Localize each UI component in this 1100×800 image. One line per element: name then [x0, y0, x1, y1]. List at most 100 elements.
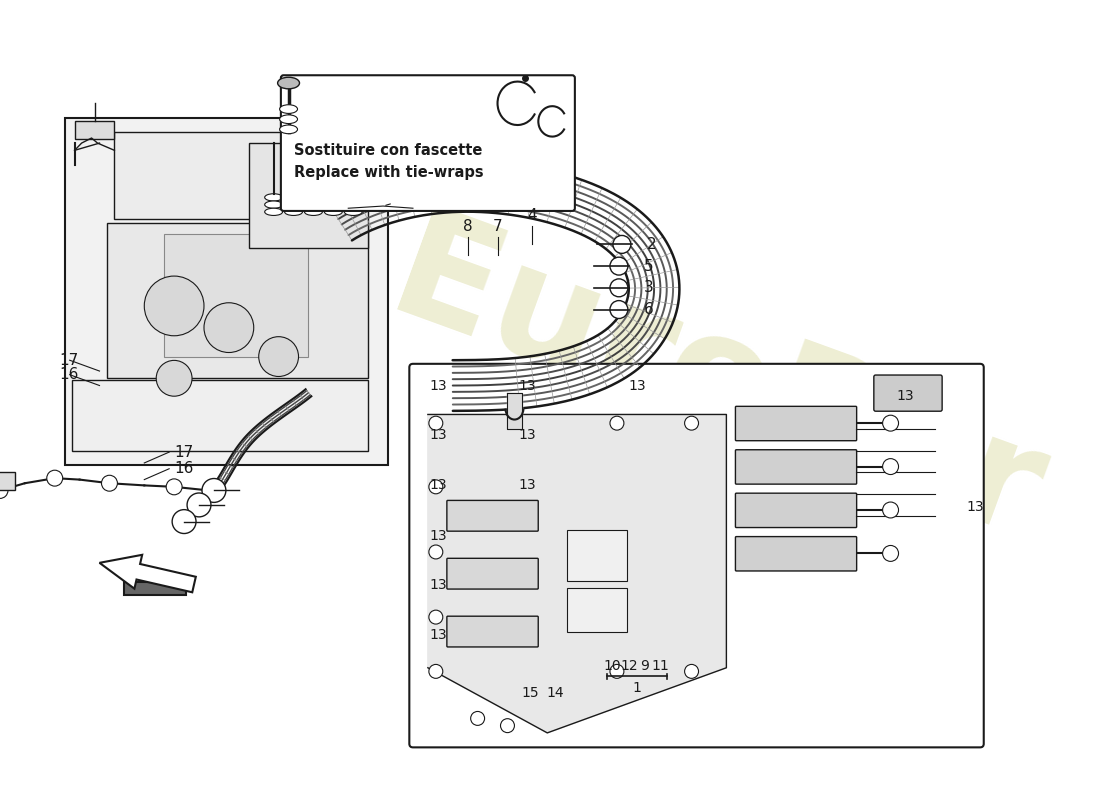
- Text: 5: 5: [644, 258, 653, 274]
- Text: a passion for parts since 1985: a passion for parts since 1985: [535, 501, 918, 662]
- Ellipse shape: [305, 201, 322, 208]
- Circle shape: [172, 510, 196, 534]
- Bar: [568, 588, 627, 631]
- Text: 13: 13: [429, 378, 447, 393]
- FancyBboxPatch shape: [873, 375, 942, 411]
- Circle shape: [429, 480, 443, 494]
- Bar: [0, 472, 15, 490]
- Circle shape: [202, 478, 226, 502]
- Text: tes: tes: [645, 371, 947, 602]
- FancyBboxPatch shape: [164, 234, 308, 357]
- FancyBboxPatch shape: [409, 364, 983, 747]
- Text: 13: 13: [628, 378, 646, 393]
- FancyBboxPatch shape: [736, 493, 857, 527]
- Circle shape: [204, 302, 254, 353]
- Circle shape: [613, 235, 631, 254]
- Circle shape: [166, 479, 183, 495]
- Circle shape: [610, 665, 624, 678]
- Circle shape: [610, 279, 628, 297]
- Circle shape: [610, 301, 628, 318]
- Circle shape: [258, 337, 298, 377]
- Ellipse shape: [344, 208, 362, 215]
- Text: 10: 10: [603, 659, 620, 674]
- Text: 14: 14: [547, 686, 564, 700]
- Circle shape: [684, 665, 699, 678]
- Ellipse shape: [265, 208, 283, 215]
- Circle shape: [882, 458, 899, 474]
- Circle shape: [144, 276, 204, 336]
- Circle shape: [882, 415, 899, 431]
- FancyBboxPatch shape: [736, 406, 857, 441]
- Text: 13: 13: [896, 390, 914, 403]
- Text: 13: 13: [518, 428, 536, 442]
- Circle shape: [882, 546, 899, 562]
- Text: 17: 17: [174, 445, 194, 460]
- Circle shape: [0, 482, 8, 498]
- Circle shape: [429, 665, 443, 678]
- Text: 13: 13: [966, 500, 984, 514]
- Text: 13: 13: [518, 378, 536, 393]
- Circle shape: [471, 711, 485, 726]
- FancyBboxPatch shape: [72, 380, 368, 450]
- Circle shape: [610, 257, 628, 275]
- Circle shape: [500, 718, 515, 733]
- Ellipse shape: [305, 194, 322, 201]
- Circle shape: [610, 416, 624, 430]
- FancyArrow shape: [99, 555, 196, 592]
- Circle shape: [684, 416, 699, 430]
- Text: 13: 13: [429, 578, 447, 591]
- Circle shape: [156, 360, 192, 396]
- Ellipse shape: [265, 201, 283, 208]
- Text: 13: 13: [429, 428, 447, 442]
- Ellipse shape: [329, 90, 349, 102]
- Ellipse shape: [305, 208, 322, 215]
- Text: 16: 16: [174, 462, 194, 476]
- Text: 3: 3: [644, 280, 653, 295]
- FancyBboxPatch shape: [447, 501, 538, 531]
- FancyBboxPatch shape: [75, 122, 114, 139]
- Ellipse shape: [279, 105, 297, 114]
- Text: EuroPar: EuroPar: [372, 199, 1062, 572]
- Text: Replace with tie-wraps: Replace with tie-wraps: [294, 165, 483, 180]
- Text: 2: 2: [647, 237, 657, 252]
- Ellipse shape: [324, 194, 342, 201]
- Circle shape: [101, 475, 118, 491]
- Text: Sostituire con fascette: Sostituire con fascette: [294, 143, 482, 158]
- Text: 12: 12: [620, 659, 638, 674]
- Text: 13: 13: [429, 478, 447, 492]
- Ellipse shape: [279, 125, 297, 134]
- Text: 16: 16: [59, 367, 79, 382]
- Text: 4: 4: [528, 208, 537, 223]
- Text: 8: 8: [463, 219, 473, 234]
- Bar: [568, 530, 627, 581]
- Ellipse shape: [344, 194, 362, 201]
- Circle shape: [429, 416, 443, 430]
- Text: 13: 13: [429, 628, 447, 642]
- FancyBboxPatch shape: [447, 616, 538, 647]
- Text: 1: 1: [632, 681, 641, 695]
- Circle shape: [47, 470, 63, 486]
- Text: 13: 13: [518, 478, 536, 492]
- Circle shape: [187, 493, 211, 517]
- Text: 9: 9: [640, 659, 649, 674]
- Circle shape: [429, 545, 443, 559]
- Ellipse shape: [329, 139, 348, 146]
- FancyBboxPatch shape: [447, 558, 538, 589]
- Ellipse shape: [285, 208, 303, 215]
- Ellipse shape: [265, 194, 283, 201]
- Ellipse shape: [329, 158, 348, 166]
- Ellipse shape: [279, 115, 297, 123]
- Ellipse shape: [285, 201, 303, 208]
- Circle shape: [882, 502, 899, 518]
- Ellipse shape: [329, 149, 348, 156]
- Bar: [124, 582, 186, 595]
- Text: 6: 6: [644, 302, 653, 317]
- Ellipse shape: [285, 194, 303, 201]
- Polygon shape: [507, 393, 522, 429]
- Text: 7: 7: [493, 219, 503, 234]
- Text: 17: 17: [59, 353, 79, 368]
- Ellipse shape: [324, 208, 342, 215]
- Ellipse shape: [324, 201, 342, 208]
- Text: 15: 15: [521, 686, 539, 700]
- FancyBboxPatch shape: [280, 75, 575, 211]
